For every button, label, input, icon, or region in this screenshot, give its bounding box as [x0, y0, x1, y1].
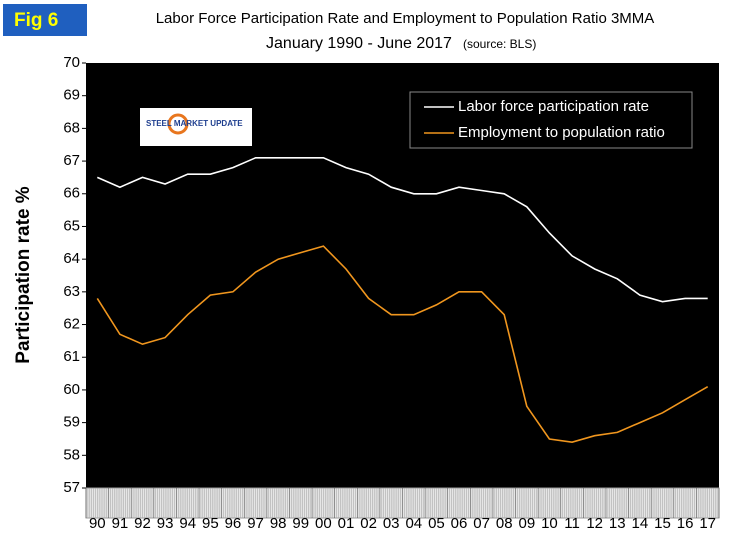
x-tick-label: 15: [654, 515, 671, 532]
x-tick-label: 12: [586, 515, 603, 532]
chart-source: (source: BLS): [463, 37, 536, 51]
x-tick-label: 03: [383, 515, 400, 532]
logo-box: [140, 108, 252, 146]
legend-box: [409, 91, 693, 149]
x-tick-label: 97: [247, 515, 264, 532]
y-tick-label: 59: [63, 414, 80, 431]
x-tick-label: 06: [451, 515, 468, 532]
y-tick-label: 63: [63, 283, 80, 300]
x-tick-label: 99: [292, 515, 309, 532]
x-tick-label: 02: [360, 515, 377, 532]
y-tick-label: 64: [63, 250, 80, 267]
x-tick-label: 08: [496, 515, 513, 532]
x-tick-label: 13: [609, 515, 626, 532]
y-tick-label: 66: [63, 185, 80, 202]
x-tick-label: 16: [677, 515, 694, 532]
x-tick-label: 90: [89, 515, 106, 532]
y-tick-label: 65: [63, 217, 80, 234]
series-line: [96, 157, 708, 303]
x-tick-label: 95: [202, 515, 219, 532]
chart-subtitle: January 1990 - June 2017: [266, 35, 452, 52]
y-tick-label: 62: [63, 316, 80, 333]
x-tick-label: 11: [564, 515, 580, 532]
x-tick-label: 92: [134, 515, 151, 532]
y-tick-label: 57: [63, 479, 80, 496]
chart-title: Labor Force Participation Rate and Emplo…: [156, 10, 655, 27]
series-line: [96, 245, 709, 444]
x-tick-label: 93: [157, 515, 174, 532]
x-tick-label: 10: [541, 515, 558, 532]
legend-label: Labor force participation rate: [458, 98, 649, 115]
y-tick-label: 70: [63, 54, 80, 71]
logo-text: STEEL MARKET UPDATE: [146, 119, 243, 128]
x-tick-label: 96: [225, 515, 242, 532]
x-tick-label: 17: [699, 515, 716, 532]
x-tick-label: 94: [179, 515, 196, 532]
x-tick-label: 09: [518, 515, 535, 532]
y-tick-label: 61: [63, 348, 80, 365]
y-tick-label: 60: [63, 381, 80, 398]
figure-label-box: [3, 4, 87, 36]
x-tick-label: 14: [632, 515, 649, 532]
y-tick-label: 67: [63, 152, 80, 169]
x-tick-label: 01: [338, 515, 355, 532]
x-tick-label: 05: [428, 515, 445, 532]
legend-label: Employment to population ratio: [458, 124, 665, 141]
x-tick-label: 04: [405, 515, 422, 532]
y-axis-label: Participation rate %: [13, 186, 34, 363]
x-tick-label: 98: [270, 515, 287, 532]
x-tick-label: 91: [112, 515, 129, 532]
y-tick-label: 68: [63, 119, 80, 136]
logo-ring: [167, 113, 189, 135]
figure-label: Fig 6: [14, 10, 58, 31]
x-tick-label: 07: [473, 515, 490, 532]
x-tick-label: 00: [315, 515, 332, 532]
y-tick-label: 69: [63, 87, 80, 104]
y-tick-label: 58: [63, 446, 80, 463]
